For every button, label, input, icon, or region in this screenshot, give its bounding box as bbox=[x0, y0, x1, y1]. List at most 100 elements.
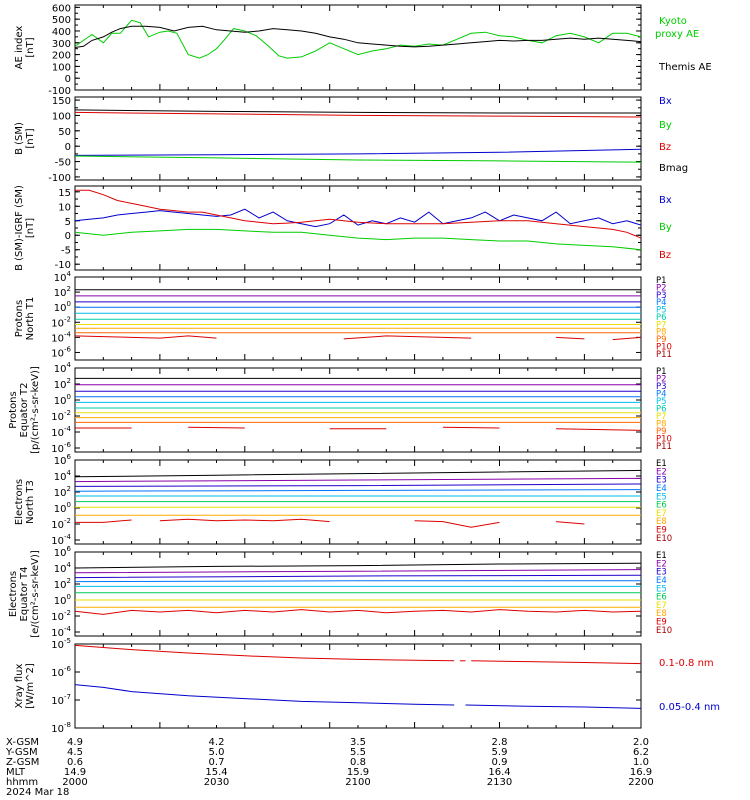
legend-label: P3 bbox=[656, 291, 667, 301]
y-tick-label: 100 bbox=[52, 62, 71, 73]
legend-label: E1 bbox=[656, 459, 667, 469]
y-axis-label: North T1 bbox=[25, 297, 36, 341]
legend-label: E3 bbox=[656, 476, 667, 486]
legend-label: P2 bbox=[656, 283, 667, 293]
y-tick-label: 150 bbox=[52, 96, 71, 107]
legend-label: E9 bbox=[656, 526, 667, 536]
plot-frame bbox=[74, 551, 642, 637]
ephemeris-value: 2130 bbox=[487, 777, 512, 788]
series-line-p10 bbox=[188, 426, 245, 429]
y-axis-label: Protons bbox=[14, 300, 25, 337]
ephemeris-value: 2.0 bbox=[633, 737, 649, 748]
series-line-p10 bbox=[556, 428, 642, 431]
y-tick-label: 10-2 bbox=[51, 315, 71, 329]
y-axis-label: Protons bbox=[8, 391, 19, 428]
y-tick-label: 100 bbox=[54, 593, 71, 607]
y-tick-label: 100 bbox=[54, 300, 71, 314]
y-tick-label: 400 bbox=[52, 27, 71, 38]
series-line-0-05-0-4-nm bbox=[465, 704, 642, 709]
legend-label: Themis AE bbox=[658, 62, 712, 73]
ephemeris-value: 5.5 bbox=[350, 747, 366, 758]
ephemeris-value: 5.9 bbox=[492, 747, 508, 758]
ephemeris-value: 4.2 bbox=[209, 737, 225, 748]
series-line-e4 bbox=[74, 489, 642, 492]
legend-label: P10 bbox=[656, 343, 672, 353]
y-axis-label: B (SM) bbox=[14, 122, 25, 155]
legend-label: P7 bbox=[656, 412, 667, 422]
date-label: 2024 Mar 18 bbox=[6, 787, 69, 798]
legend-label: P8 bbox=[656, 419, 667, 429]
y-tick-label: 0 bbox=[65, 142, 71, 153]
y-tick-label: 10-4 bbox=[51, 330, 71, 344]
y-tick-label: -100 bbox=[48, 173, 71, 184]
series-line-e3 bbox=[74, 483, 642, 487]
y-tick-label: -50 bbox=[55, 158, 71, 169]
legend-label: E7 bbox=[656, 601, 667, 611]
ephemeris-value: 16.9 bbox=[630, 767, 652, 778]
y-tick-label: 10-2 bbox=[51, 517, 71, 531]
series-line-e9 bbox=[414, 520, 500, 528]
y-tick-label: 104 bbox=[54, 270, 72, 284]
y-tick-label: -5 bbox=[61, 246, 71, 257]
legend-label: P8 bbox=[656, 328, 667, 338]
series-line-e3 bbox=[74, 574, 642, 579]
y-tick-label: 5 bbox=[65, 217, 71, 228]
y-tick-label: 200 bbox=[52, 51, 71, 62]
ephemeris-label: Y-GSM bbox=[5, 747, 38, 758]
ephemeris-value: 14.9 bbox=[64, 767, 86, 778]
series-line-bx bbox=[74, 148, 642, 156]
plot-frame bbox=[74, 367, 642, 453]
legend-label: E8 bbox=[656, 609, 667, 619]
y-axis-label: Electrons bbox=[8, 571, 19, 617]
legend-label: E4 bbox=[656, 484, 667, 494]
ephemeris-value: 0.9 bbox=[492, 757, 508, 768]
ephemeris-table: X-GSM 4.9 4.2 3.5 2.8 2.0 Y-GSM 4.5 5.0 5.5 5.9 6.2… bbox=[5, 737, 654, 798]
series-line-e9 bbox=[75, 519, 132, 523]
legend-label: Kyoto bbox=[659, 16, 687, 27]
series-line-e1 bbox=[74, 562, 642, 569]
ephemeris-value: 6.2 bbox=[633, 747, 649, 758]
legend-label: P2 bbox=[656, 374, 667, 384]
legend-label: P11 bbox=[656, 442, 672, 452]
y-tick-label: 10-2 bbox=[51, 409, 71, 423]
legend-label: Bx bbox=[659, 96, 672, 107]
legend-label: P7 bbox=[656, 320, 667, 330]
y-tick-label: 106 bbox=[54, 545, 72, 559]
y-tick-label: 10 bbox=[58, 202, 71, 213]
ephemeris-value: 2200 bbox=[628, 777, 653, 788]
ephemeris-value: 2.8 bbox=[492, 737, 508, 748]
y-tick-label: 15 bbox=[58, 188, 71, 199]
legend-label: E9 bbox=[656, 618, 667, 628]
y-tick-label: 100 bbox=[54, 501, 71, 515]
series-line-e9 bbox=[556, 521, 585, 525]
legend-label: P10 bbox=[656, 434, 672, 444]
series-line-bmag bbox=[74, 109, 641, 114]
series-line-p10 bbox=[556, 336, 585, 340]
y-tick-label: 10-7 bbox=[51, 693, 71, 707]
y-axis-label: [nT] bbox=[25, 37, 36, 57]
legend-label: P11 bbox=[656, 350, 672, 360]
y-tick-label: 104 bbox=[54, 361, 72, 375]
legend-label: E7 bbox=[656, 509, 667, 519]
legend-label: Bz bbox=[659, 250, 671, 261]
legend-label: E6 bbox=[656, 501, 667, 511]
ephemeris-value: 16.4 bbox=[488, 767, 510, 778]
y-tick-label: 500 bbox=[52, 15, 71, 26]
legend-label: P9 bbox=[656, 427, 667, 437]
ephemeris-label: Z-GSM bbox=[6, 757, 39, 768]
legend-label: Bz bbox=[659, 142, 671, 153]
series-line-bz bbox=[75, 189, 642, 239]
y-axis-label: [e/(cm²-s-sr-keV)] bbox=[30, 550, 41, 638]
y-tick-label: 104 bbox=[54, 469, 72, 483]
y-tick-label: 10-6 bbox=[51, 345, 71, 359]
ephemeris-label: MLT bbox=[6, 767, 26, 778]
ephemeris-value: 4.9 bbox=[67, 737, 83, 748]
legend-label: P6 bbox=[656, 313, 667, 323]
y-axis-label: B (SM)-IGRF (SM) bbox=[14, 185, 25, 271]
y-axis-label: Electrons bbox=[14, 479, 25, 525]
series-line-p10 bbox=[442, 426, 500, 429]
ephemeris-value: 0.8 bbox=[350, 757, 366, 768]
legend-label: proxy AE bbox=[655, 29, 699, 40]
y-tick-label: 102 bbox=[54, 285, 71, 299]
